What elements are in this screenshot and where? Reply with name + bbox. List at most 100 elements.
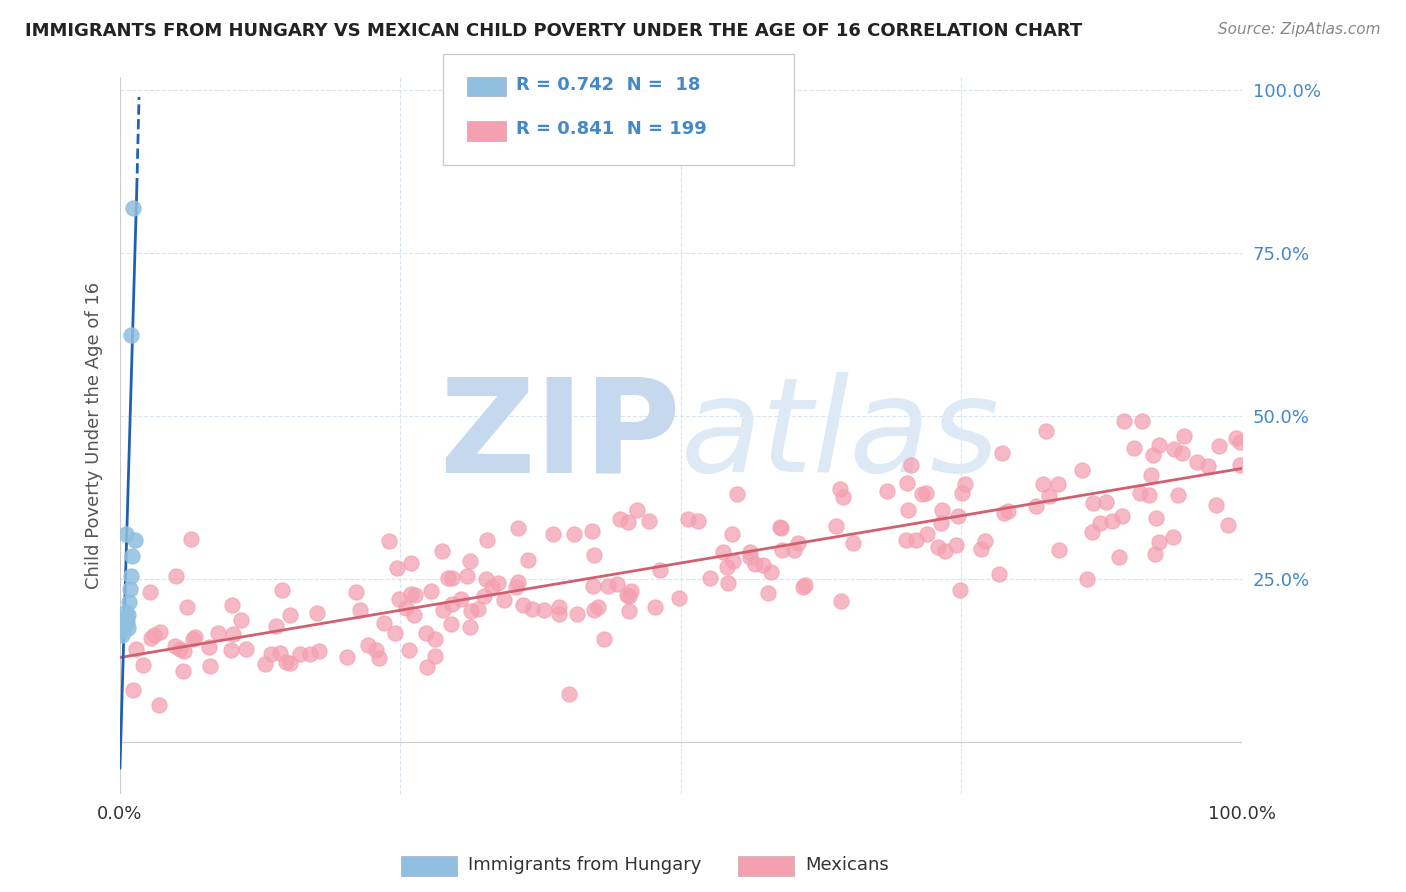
Point	[915, 527, 938, 541]
Point	[1088, 516, 1111, 530]
Point	[139, 585, 162, 599]
Point	[475, 533, 498, 547]
Point	[583, 603, 606, 617]
Point	[1144, 547, 1167, 561]
Point	[616, 588, 638, 602]
Point	[219, 643, 242, 657]
Point	[676, 511, 699, 525]
Point	[143, 628, 166, 642]
Point	[897, 503, 920, 517]
Point	[114, 618, 136, 632]
Point	[969, 541, 991, 556]
Point	[1142, 448, 1164, 462]
Point	[456, 568, 478, 582]
Point	[475, 572, 498, 586]
Point	[927, 541, 949, 555]
Point	[184, 630, 207, 644]
Point	[384, 626, 406, 640]
Point	[738, 549, 761, 564]
Point	[952, 485, 974, 500]
Point	[1070, 463, 1092, 477]
Point	[221, 627, 243, 641]
Point	[1144, 511, 1167, 525]
Point	[378, 534, 401, 549]
Point	[387, 561, 409, 575]
Point	[198, 640, 221, 654]
Point	[512, 598, 534, 612]
Point	[582, 548, 605, 562]
Point	[349, 603, 371, 617]
Point	[1123, 441, 1146, 455]
Point	[229, 613, 252, 627]
Point	[617, 589, 640, 603]
Point	[648, 563, 671, 577]
Point	[117, 608, 139, 623]
Text: atlas: atlas	[681, 372, 1000, 500]
Point	[125, 641, 148, 656]
Point	[911, 487, 934, 501]
Point	[904, 533, 927, 548]
Point	[934, 544, 956, 558]
Point	[336, 649, 359, 664]
Point	[1225, 432, 1247, 446]
Point	[120, 569, 142, 583]
Point	[165, 569, 187, 583]
Point	[118, 595, 141, 609]
Point	[626, 503, 648, 517]
Point	[756, 586, 779, 600]
Point	[122, 201, 145, 215]
Point	[506, 521, 529, 535]
Point	[1132, 414, 1154, 428]
Point	[207, 626, 229, 640]
Point	[1161, 530, 1184, 544]
Point	[148, 698, 170, 712]
Point	[1038, 489, 1060, 503]
Point	[120, 582, 142, 596]
Point	[165, 639, 187, 653]
Point	[388, 592, 411, 607]
Point	[1111, 508, 1133, 523]
Point	[582, 579, 605, 593]
Point	[1047, 477, 1070, 491]
Y-axis label: Child Poverty Under the Age of 16: Child Poverty Under the Age of 16	[86, 283, 103, 590]
Point	[399, 587, 422, 601]
Point	[955, 476, 977, 491]
Point	[1047, 542, 1070, 557]
Point	[1147, 534, 1170, 549]
Point	[596, 579, 619, 593]
Point	[1081, 524, 1104, 539]
Point	[900, 458, 922, 473]
Point	[1185, 455, 1208, 469]
Point	[993, 507, 1015, 521]
Text: ZIP: ZIP	[439, 372, 681, 500]
Point	[1032, 476, 1054, 491]
Point	[430, 543, 453, 558]
Point	[825, 519, 848, 533]
Point	[699, 571, 721, 585]
Point	[716, 560, 738, 574]
Point	[254, 657, 277, 672]
Text: Source: ZipAtlas.com: Source: ZipAtlas.com	[1218, 22, 1381, 37]
Point	[1112, 414, 1135, 428]
Point	[548, 600, 571, 615]
Point	[1137, 488, 1160, 502]
Point	[1129, 486, 1152, 500]
Point	[373, 615, 395, 630]
Point	[787, 536, 810, 550]
Point	[402, 607, 425, 622]
Point	[440, 617, 463, 632]
Point	[458, 620, 481, 634]
Point	[111, 615, 134, 629]
Point	[520, 602, 543, 616]
Point	[991, 446, 1014, 460]
Point	[288, 648, 311, 662]
Point	[425, 649, 447, 664]
Point	[308, 643, 330, 657]
Text: Mexicans: Mexicans	[806, 856, 890, 874]
Point	[929, 516, 952, 530]
Point	[1218, 518, 1240, 533]
Point	[686, 514, 709, 528]
Point	[115, 615, 138, 629]
Point	[830, 482, 852, 496]
Point	[949, 582, 972, 597]
